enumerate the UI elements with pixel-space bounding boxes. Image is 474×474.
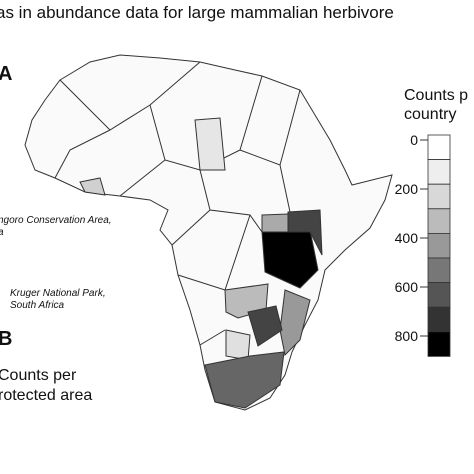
site-label: South Africa (10, 300, 65, 311)
legend-swatch (427, 232, 451, 259)
legend-tick-label: 400 (395, 230, 419, 246)
country (204, 351, 285, 409)
legend-swatch (427, 306, 451, 333)
site-label: ngoro Conservation Area, (0, 215, 112, 226)
panel-label: B (0, 328, 12, 350)
legend-tick-label: 200 (395, 181, 419, 197)
country (79, 177, 106, 196)
legend-swatch (427, 183, 451, 210)
legend-swatch (427, 282, 451, 308)
africa-map (24, 54, 393, 411)
legend-swatch (427, 134, 451, 161)
country (261, 213, 289, 233)
site-label: Kruger National Park, (10, 288, 106, 299)
country (225, 329, 251, 361)
legend: Counts p country (404, 87, 468, 123)
country (247, 305, 283, 347)
legend-swatch (427, 257, 451, 284)
legend-swatch (427, 208, 451, 234)
country (194, 117, 226, 171)
panel-b-label: Counts per (0, 367, 77, 384)
legend-tick-label: 600 (395, 279, 419, 295)
legend-swatch (427, 159, 451, 185)
legend-title: country (404, 106, 456, 123)
site-label: a (0, 227, 4, 238)
legend-tick-label: 800 (395, 328, 419, 344)
legend-title: Counts p (404, 87, 468, 104)
figure-title: as in abundance data for large mammalian… (0, 3, 394, 22)
continent (24, 54, 393, 411)
legend-tick-label: 0 (410, 132, 418, 148)
panel-b-label: rotected area (0, 387, 92, 404)
panel-label: A (0, 63, 12, 85)
legend-swatch (427, 331, 451, 357)
